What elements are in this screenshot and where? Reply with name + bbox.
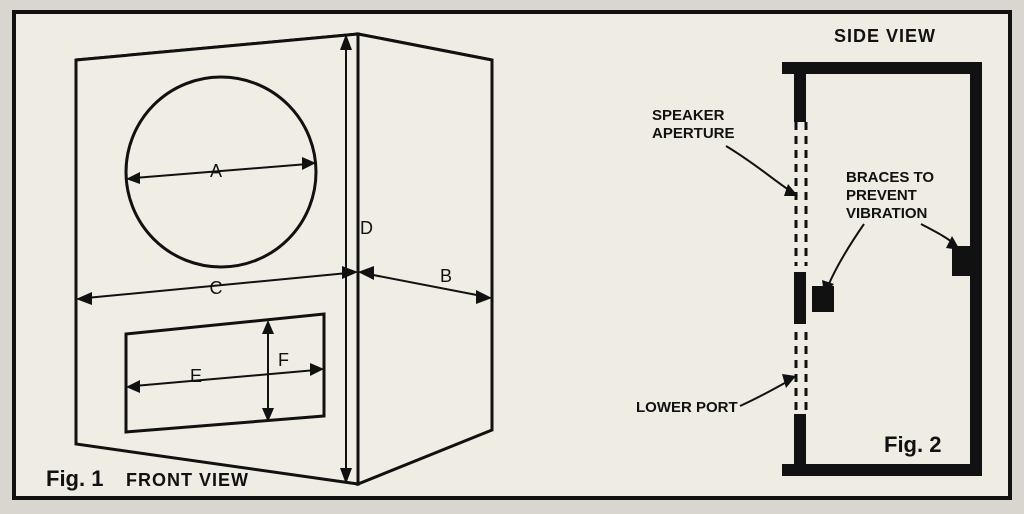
fig2-brace-left bbox=[812, 286, 834, 312]
diagram-frame: A E F bbox=[12, 10, 1012, 500]
fig1-dim-E-label: E bbox=[190, 366, 202, 386]
fig2-wall-bottom bbox=[782, 464, 982, 476]
fig2-label-braces-1: BRACES TO bbox=[846, 169, 934, 186]
fig2-baffle-top-stub bbox=[794, 74, 806, 122]
fig2-leader-brace-right-head bbox=[946, 236, 960, 250]
fig2-label-aperture-2: APERTURE bbox=[652, 125, 735, 142]
fig1-caption: Fig. 1 bbox=[46, 466, 103, 491]
fig1-dim-F-label: F bbox=[278, 350, 289, 370]
fig1: A E F bbox=[46, 34, 492, 491]
fig2-baffle-bottom-stub bbox=[794, 414, 806, 464]
fig1-dim-B-label: B bbox=[440, 266, 452, 286]
fig2-leader-aperture bbox=[726, 146, 792, 192]
fig2-label-braces-2: PREVENT bbox=[846, 187, 917, 204]
diagram-svg: A E F bbox=[16, 14, 1008, 496]
fig2-leader-lowerport bbox=[740, 380, 790, 406]
fig1-dim-C-label: C bbox=[210, 278, 223, 298]
fig1-dim-A-label: A bbox=[210, 161, 222, 181]
fig2-caption: Fig. 2 bbox=[884, 432, 941, 457]
fig2-baffle-mid bbox=[794, 272, 806, 324]
page: A E F bbox=[0, 0, 1024, 514]
fig2-title: SIDE VIEW bbox=[834, 26, 936, 46]
fig1-side-face bbox=[358, 34, 492, 484]
fig2-label-lowerport: LOWER PORT bbox=[636, 399, 738, 416]
fig2-wall-top bbox=[782, 62, 982, 74]
fig2-label-braces-3: VIBRATION bbox=[846, 205, 927, 222]
fig2: SIDE VIEW SPEA bbox=[636, 26, 982, 476]
fig1-dim-D-label: D bbox=[360, 218, 373, 238]
fig1-title: FRONT VIEW bbox=[126, 470, 249, 490]
fig2-leader-brace-right bbox=[921, 224, 954, 244]
fig2-wall-right bbox=[970, 62, 982, 476]
fig2-leader-lowerport-head bbox=[782, 374, 796, 388]
fig2-brace-right bbox=[952, 246, 970, 276]
fig2-label-aperture-1: SPEAKER bbox=[652, 107, 725, 124]
fig2-leader-brace-left bbox=[828, 224, 864, 286]
